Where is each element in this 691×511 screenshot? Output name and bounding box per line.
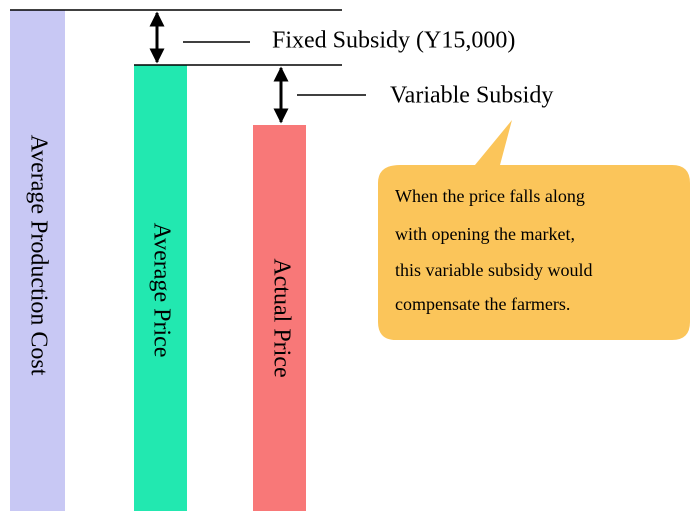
fixed-subsidy-label: Fixed Subsidy (Y15,000) [272,28,515,54]
callout-text: this variable subsidy would [395,260,592,280]
callout-text: compensate the farmers. [395,294,570,314]
production-cost-bar [10,10,65,511]
actual-price-bar [253,125,306,511]
callout-bubble [378,120,690,340]
average-price-bar [134,65,187,511]
variable-subsidy-label: Variable Subsidy [390,83,553,109]
bar-label: Average Price [148,223,174,358]
callout-text: When the price falls along [395,186,585,206]
bar-label: Average Production Cost [25,135,51,376]
bar-label: Actual Price [268,258,294,377]
callout-text: with opening the market, [395,224,575,244]
